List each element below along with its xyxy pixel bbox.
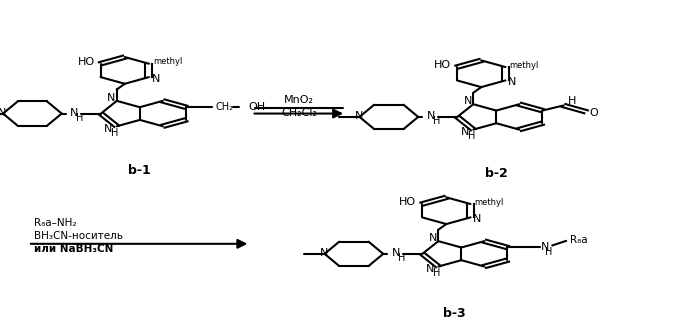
- Text: H: H: [468, 131, 475, 141]
- Text: b-3: b-3: [443, 307, 466, 320]
- Text: N: N: [473, 214, 482, 224]
- Text: HO: HO: [78, 57, 95, 67]
- Text: R₈a–NH₂: R₈a–NH₂: [34, 218, 76, 228]
- Text: N: N: [426, 111, 435, 121]
- Text: H: H: [545, 247, 552, 257]
- Text: H: H: [568, 96, 576, 106]
- Text: CH₂: CH₂: [216, 102, 234, 112]
- Text: или NaBH₃CN: или NaBH₃CN: [34, 244, 113, 254]
- Text: methyl: methyl: [153, 57, 182, 66]
- Text: N: N: [426, 264, 434, 274]
- Text: N: N: [0, 108, 6, 118]
- Text: N: N: [354, 111, 363, 121]
- Text: N: N: [152, 74, 160, 84]
- Text: N: N: [541, 242, 549, 252]
- Text: b-2: b-2: [485, 167, 507, 180]
- Text: b-1: b-1: [129, 164, 151, 177]
- Text: N: N: [463, 96, 472, 106]
- Text: N: N: [428, 233, 437, 243]
- Text: HO: HO: [399, 197, 417, 207]
- Text: BH₃CN-носитель: BH₃CN-носитель: [34, 231, 122, 241]
- Text: methyl: methyl: [510, 60, 539, 69]
- Text: methyl: methyl: [475, 197, 504, 206]
- Text: N: N: [391, 248, 400, 258]
- Text: N: N: [508, 77, 517, 87]
- Text: N: N: [461, 127, 469, 137]
- Text: H: H: [398, 253, 405, 263]
- Text: N: N: [104, 124, 113, 134]
- Text: HO: HO: [434, 60, 452, 70]
- Text: R₈a: R₈a: [570, 235, 587, 245]
- Text: H: H: [76, 113, 84, 123]
- Text: H: H: [433, 116, 440, 126]
- Text: H: H: [433, 268, 440, 278]
- Text: O: O: [590, 109, 598, 119]
- Text: N: N: [319, 248, 328, 258]
- Text: CH₂Cl₂: CH₂Cl₂: [281, 108, 317, 118]
- Text: MnO₂: MnO₂: [284, 95, 314, 105]
- Text: N: N: [107, 93, 115, 103]
- Text: N: N: [70, 108, 78, 118]
- Text: H: H: [111, 128, 118, 138]
- Text: OH: OH: [248, 102, 265, 112]
